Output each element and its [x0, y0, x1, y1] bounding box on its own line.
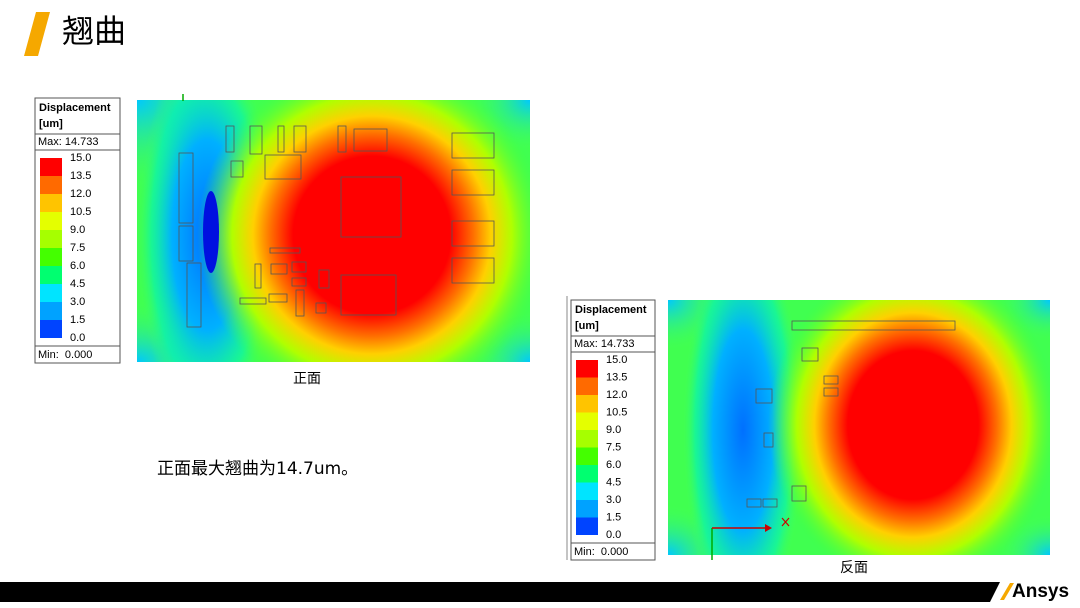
logo-mark [1000, 583, 1014, 600]
legend-level: 15.0 [606, 354, 627, 366]
legend-swatch [576, 430, 598, 448]
legend-swatch [40, 284, 62, 302]
legend-swatch [576, 360, 598, 378]
legend-level: 0.0 [70, 332, 85, 344]
legend-level: 6.0 [70, 260, 85, 272]
legend-level: 4.5 [70, 278, 85, 290]
legend-level: 7.5 [70, 242, 85, 254]
legend-level: 3.0 [70, 296, 85, 308]
legend-title: Displacement [39, 102, 111, 114]
legend-max: Max: 14.733 [38, 136, 99, 148]
legend-level: 13.5 [606, 371, 627, 383]
legend-unit: [um] [39, 118, 63, 130]
legend-level: 1.5 [70, 314, 85, 326]
legend-level: 10.5 [70, 206, 91, 218]
legend-swatch [40, 266, 62, 284]
legend-level: 10.5 [606, 406, 627, 418]
summary-text: 正面最大翘曲为14.7um。 [157, 459, 358, 479]
legend-level: 12.0 [70, 188, 91, 200]
title-accent [24, 12, 50, 56]
caption: 正面 [293, 371, 321, 387]
legend-swatch [40, 194, 62, 212]
legend-min: Min: 0.000 [574, 546, 628, 558]
legend-level: 7.5 [606, 441, 621, 453]
legend-swatch [576, 377, 598, 395]
legend-max: Max: 14.733 [574, 338, 635, 350]
legend-level: 9.0 [606, 424, 621, 436]
legend-swatch [40, 158, 62, 176]
legend-swatch [576, 395, 598, 413]
legend-swatch [576, 412, 598, 430]
legend-level: 12.0 [606, 389, 627, 401]
legend-level: 1.5 [606, 511, 621, 523]
legend-level: 6.0 [606, 459, 621, 471]
legend-unit: [um] [575, 320, 599, 332]
legend-swatch [576, 482, 598, 500]
front-heatmap [137, 94, 530, 362]
legend-level: 15.0 [70, 152, 91, 164]
legend-swatch [40, 248, 62, 266]
legend-swatch [576, 447, 598, 465]
legend-swatch [576, 465, 598, 483]
back-heatmap [566, 296, 1050, 560]
legend-min: Min: 0.000 [38, 349, 92, 361]
legend-title: Displacement [575, 304, 647, 316]
legend-level: 3.0 [606, 494, 621, 506]
legend-swatch [40, 320, 62, 338]
legend-level: 0.0 [606, 529, 621, 541]
caption: 反面 [840, 560, 868, 576]
legend-level: 9.0 [70, 224, 85, 236]
legend-swatch [40, 302, 62, 320]
legend-swatch [40, 230, 62, 248]
footer-bar [0, 582, 1000, 602]
legend-swatch [576, 517, 598, 535]
legend-level: 13.5 [70, 170, 91, 182]
legend-swatch [40, 176, 62, 194]
legend-swatch [40, 212, 62, 230]
legend-level: 4.5 [606, 476, 621, 488]
slide-title: 翘曲 [62, 12, 126, 50]
logo: Ansys [1012, 581, 1069, 602]
legend-swatch [576, 500, 598, 518]
